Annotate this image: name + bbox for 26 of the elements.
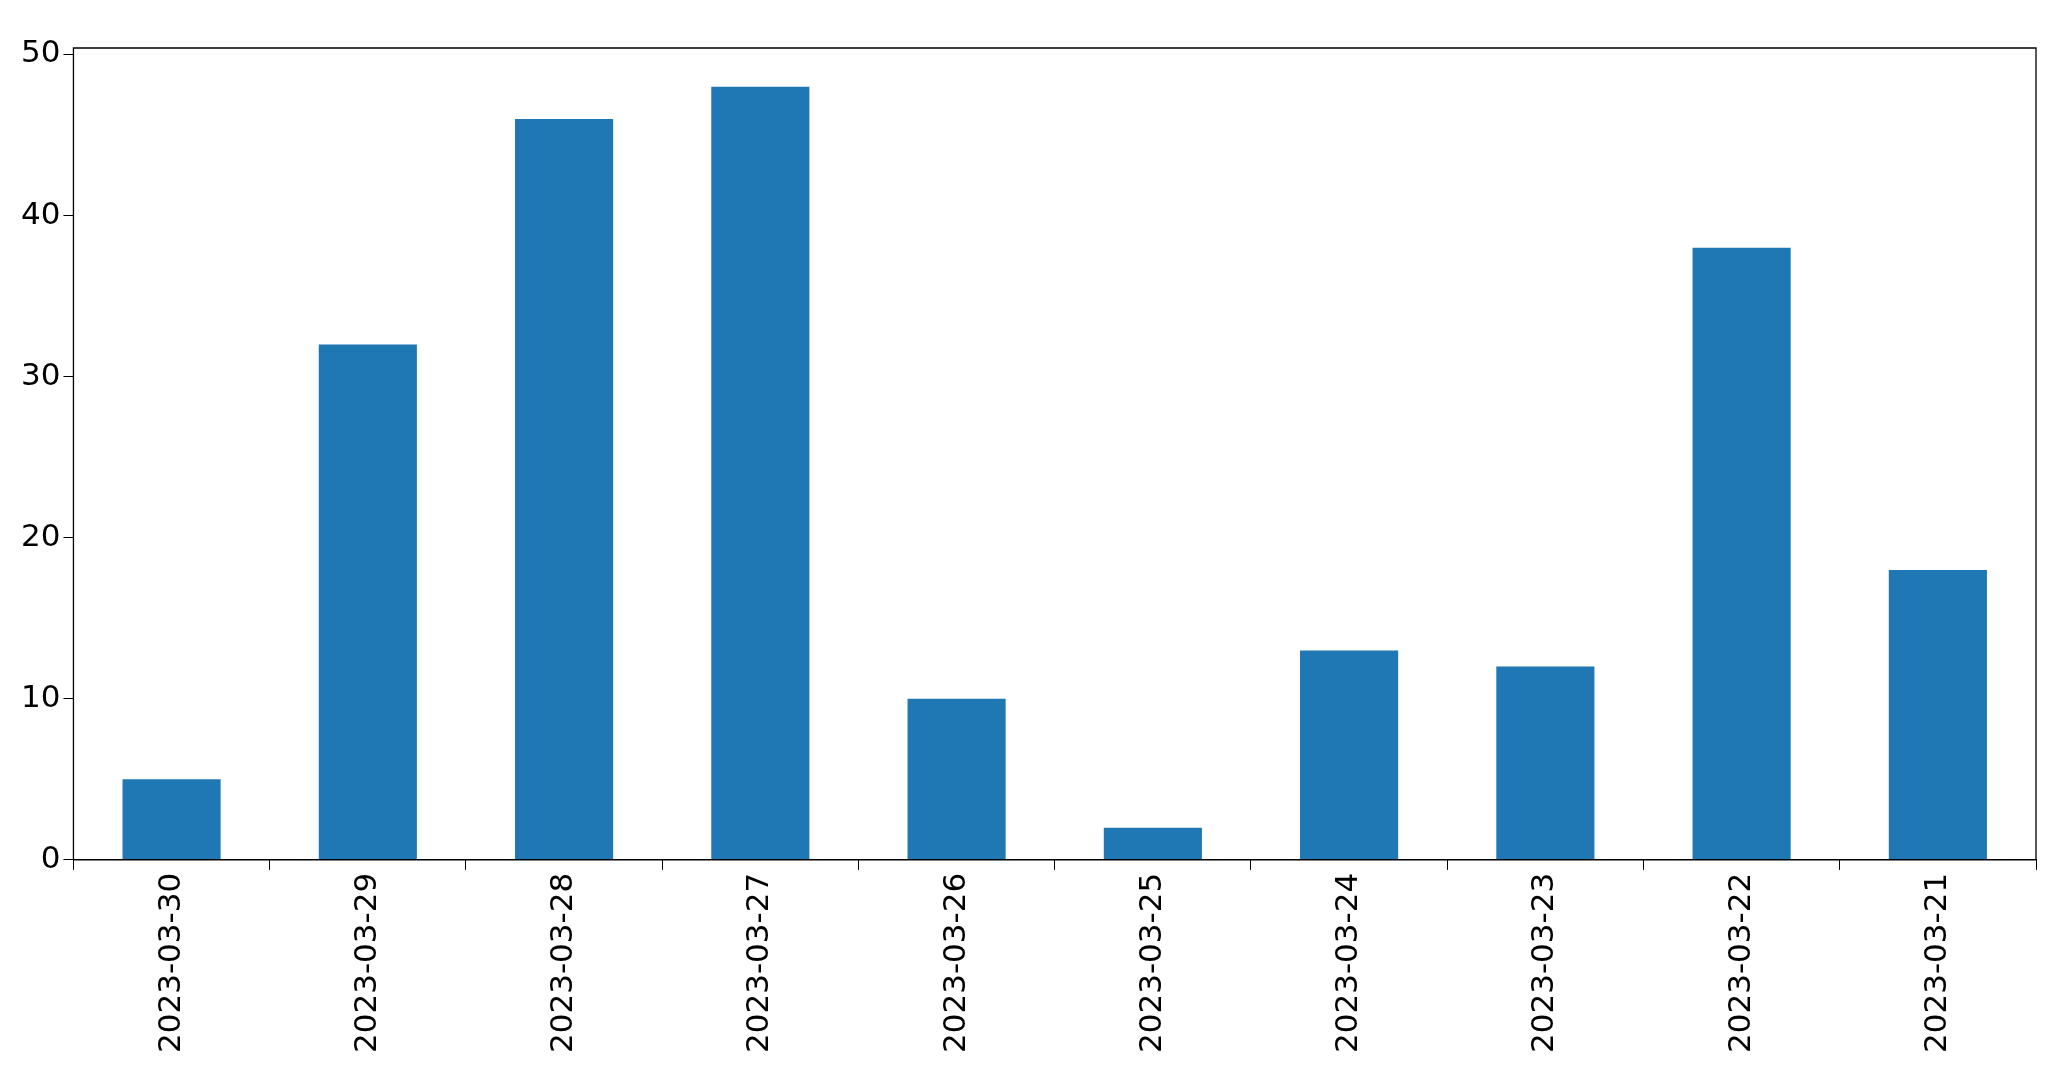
x-tick-label: 2023-03-25 bbox=[1131, 872, 1168, 1054]
y-tick-label: 0 bbox=[40, 838, 61, 875]
bar bbox=[122, 779, 221, 860]
x-tick-label: 2023-03-23 bbox=[1524, 872, 1561, 1054]
y-tick-label: 40 bbox=[20, 194, 61, 231]
bar bbox=[907, 698, 1006, 860]
x-tick-label: 2023-03-28 bbox=[543, 872, 580, 1054]
y-tick-label: 20 bbox=[20, 516, 61, 553]
x-tick-label: 2023-03-21 bbox=[1916, 872, 1953, 1054]
x-tick-label: 2023-03-26 bbox=[935, 872, 972, 1054]
bar bbox=[515, 118, 614, 860]
y-tick-label: 50 bbox=[20, 33, 61, 70]
x-tick-label: 2023-03-29 bbox=[346, 872, 383, 1054]
bar bbox=[1103, 827, 1202, 860]
x-tick-label: 2023-03-27 bbox=[739, 872, 776, 1054]
y-tick-label: 30 bbox=[20, 355, 61, 392]
x-tick-label: 2023-03-22 bbox=[1720, 872, 1757, 1054]
bar bbox=[1692, 247, 1791, 860]
bar bbox=[711, 86, 810, 860]
y-tick-label: 10 bbox=[20, 677, 61, 714]
bar bbox=[1496, 666, 1595, 860]
bar bbox=[1300, 650, 1399, 860]
bar bbox=[318, 344, 417, 860]
x-tick-label: 2023-03-24 bbox=[1328, 872, 1365, 1054]
bar bbox=[1888, 569, 1987, 860]
x-tick-label: 2023-03-30 bbox=[150, 872, 187, 1054]
